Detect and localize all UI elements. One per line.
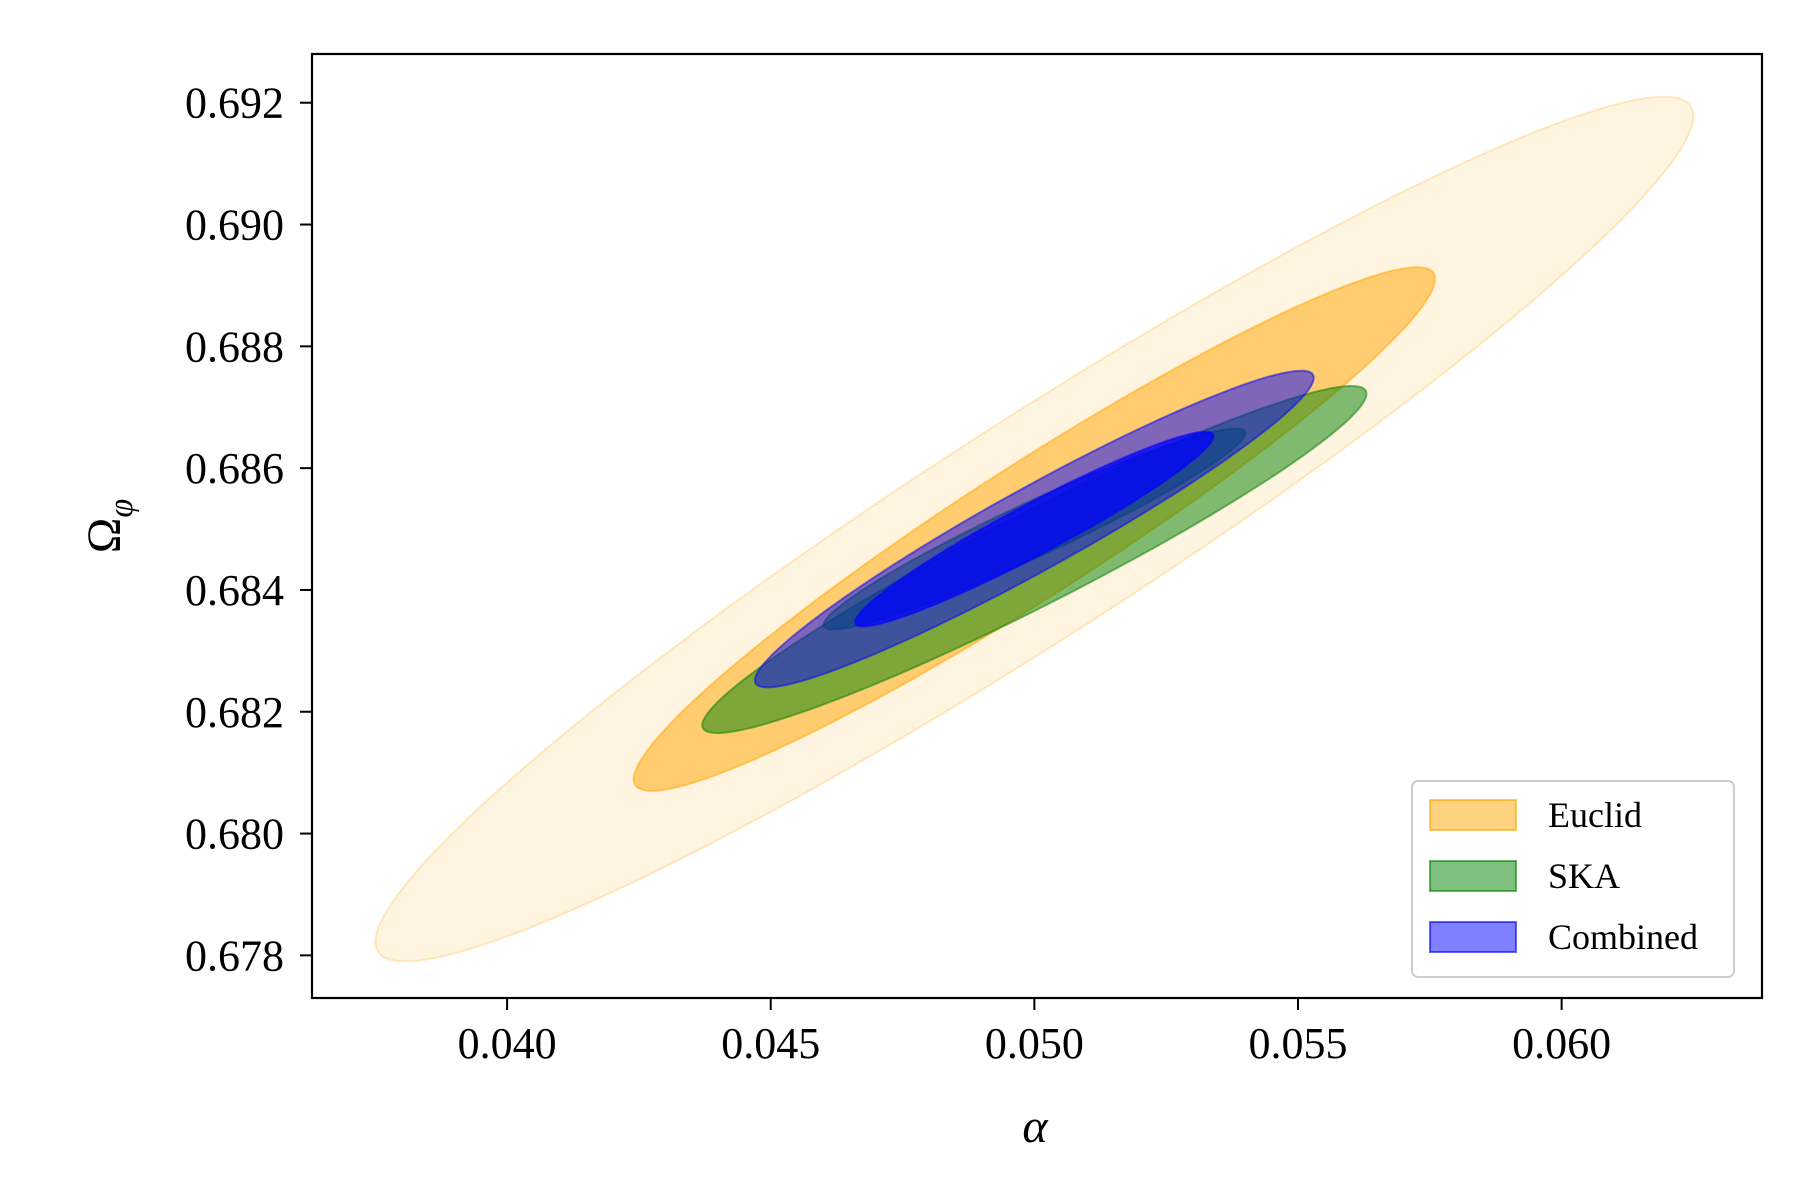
x-axis-label: α <box>1022 1100 1048 1153</box>
legend: Euclid SKA Combined <box>1411 780 1735 978</box>
x-tick-label: 0.040 <box>458 1019 557 1068</box>
legend-label-combined: Combined <box>1548 917 1698 957</box>
y-tick-label: 0.690 <box>185 201 284 250</box>
contour-layer <box>374 95 1695 963</box>
y-tick-label: 0.692 <box>185 79 284 128</box>
y-tick-label: 0.680 <box>185 810 284 859</box>
y-axis-label-main: Ω <box>78 518 131 554</box>
x-tick-label: 0.060 <box>1512 1019 1611 1068</box>
y-axis-label: Ωφ <box>78 499 140 553</box>
contour-combined-1sigma <box>854 430 1215 628</box>
x-tick-label: 0.050 <box>985 1019 1084 1068</box>
y-tick-label: 0.678 <box>185 931 284 980</box>
x-tick-label: 0.045 <box>721 1019 820 1068</box>
y-tick-label: 0.686 <box>185 444 284 493</box>
plot-frame <box>310 52 1764 1000</box>
y-axis-label-sub: φ <box>103 499 140 518</box>
legend-swatch-ska <box>1429 860 1517 892</box>
y-tick-label: 0.684 <box>185 566 284 615</box>
legend-swatch-combined <box>1429 921 1517 953</box>
y-tick-label: 0.682 <box>185 688 284 737</box>
legend-swatch-euclid <box>1429 799 1517 831</box>
y-tick-label: 0.688 <box>185 322 284 371</box>
x-axis: 0.040 0.045 0.050 0.055 0.060 <box>458 998 1611 1068</box>
y-axis: 0.678 0.680 0.682 0.684 0.686 0.688 0.690 0.692 <box>185 79 312 980</box>
legend-label-euclid: Euclid <box>1548 795 1642 835</box>
x-tick-label: 0.055 <box>1249 1019 1348 1068</box>
legend-label-ska: SKA <box>1548 856 1620 896</box>
